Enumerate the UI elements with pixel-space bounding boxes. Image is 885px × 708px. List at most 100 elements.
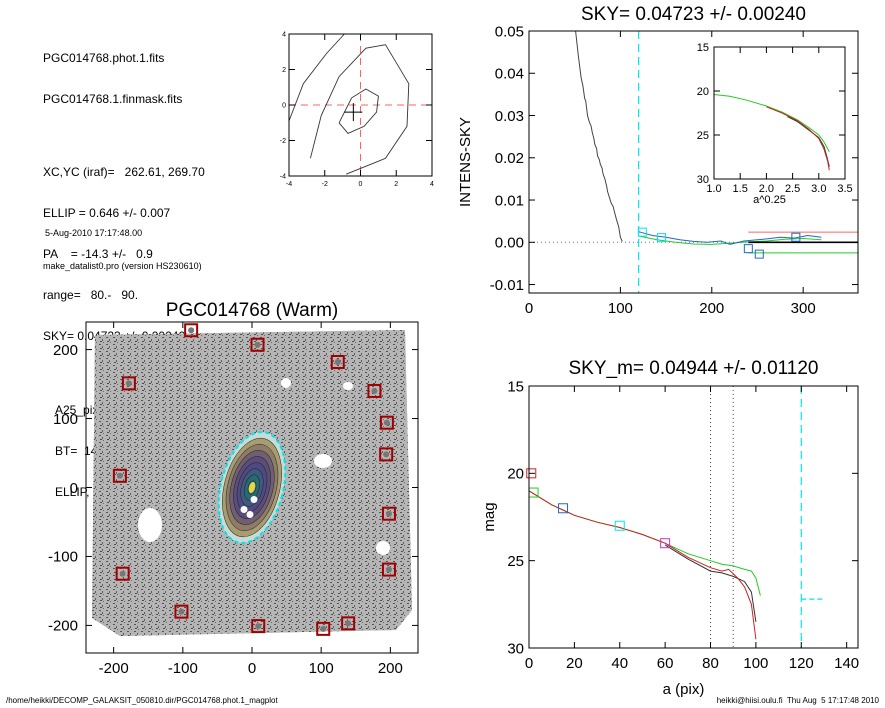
inset-x-tick-label: 1.0 [706, 183, 721, 195]
mag-plot-frame [528, 385, 859, 649]
mag-black-profile [664, 544, 757, 622]
center-y-tick-label: 0 [282, 102, 286, 109]
mag-marker-blue [558, 503, 569, 514]
info-range: range= 80.- 90. [43, 288, 139, 302]
mag-x-tick-label: 100 [743, 655, 768, 672]
inset-green-profile [713, 94, 830, 152]
mask-region-marker [316, 621, 331, 636]
masked-region [376, 541, 390, 555]
sky-marker-blue [754, 249, 764, 259]
masked-star [178, 608, 185, 615]
inset-y-tick-label: 25 [697, 130, 709, 142]
isophote-contour [288, 33, 345, 122]
inset-black-profile [787, 116, 830, 167]
mask-region-marker [381, 562, 396, 577]
masked-star [320, 625, 327, 632]
image-y-tick-label: -100 [48, 549, 78, 566]
image-x-tick-label: -200 [99, 660, 129, 677]
mag-x-tick-label: 60 [657, 655, 674, 672]
image-x-tick-label: 100 [309, 660, 334, 677]
mag-x-tick-label: 140 [834, 655, 859, 672]
mask-region-marker [330, 354, 345, 369]
sky-x-tick-label: 300 [791, 300, 816, 317]
sky-marker-blue [791, 232, 801, 242]
masked-star [383, 451, 390, 458]
masked-star [125, 380, 132, 387]
mag-plot-ylabel: mag [481, 502, 498, 531]
inset-frame [713, 46, 846, 180]
sky-y-tick-label: 0.05 [495, 23, 524, 40]
sky-y-tick-label: 0.02 [495, 150, 524, 167]
masked-star [240, 506, 248, 513]
center-y-tick-label: 4 [282, 31, 286, 38]
masked-star [188, 327, 195, 334]
sky-x-tick-label: 0 [525, 300, 533, 317]
info-date: 5-Aug-2010 17:17:48.00 [45, 228, 143, 238]
info-ellip: ELLIP = 0.646 +/- 0.007 [43, 206, 171, 220]
masked-star [254, 341, 261, 348]
image-y-tick-label: 0 [70, 480, 78, 497]
info-pa: PA = -14.3 +/- 0.9 [43, 247, 153, 261]
info-file1: PGC014768.phot.1.fits [43, 51, 165, 65]
center-y-tick-label: -4 [280, 173, 286, 180]
masked-region [281, 378, 291, 388]
masked-star [383, 419, 390, 426]
isophote-contour [338, 88, 379, 134]
sky-marker-cyan [637, 227, 647, 237]
image-x-tick-label: 200 [378, 660, 403, 677]
blue-profile [638, 231, 822, 245]
mask-region-marker [379, 447, 394, 462]
masked-star [371, 387, 378, 394]
center-y-tick-label: -2 [280, 138, 286, 145]
sky-marker-blue [743, 244, 753, 254]
inset-y-tick-label: 20 [697, 86, 709, 98]
mag-x-tick-label: 120 [789, 655, 814, 672]
image-y-tick-label: 200 [53, 342, 78, 359]
masked-star [334, 358, 341, 365]
inset-x-tick-label: 3.0 [811, 183, 826, 195]
sky-plot-ylabel: INTENS-SKY [457, 117, 474, 207]
image-x-tick-label: 0 [248, 660, 256, 677]
mag-x-tick-label: 20 [566, 655, 583, 672]
mask-region-marker [379, 415, 394, 430]
mag-x-tick-label: 80 [702, 655, 719, 672]
sky-plot-title: SKY= 0.04723 +/- 0.00240 [581, 4, 806, 25]
masked-star [385, 510, 392, 517]
mag-marker-red [526, 468, 537, 479]
inset-y-tick-label: 15 [697, 42, 709, 54]
mag-x-tick-label: 40 [611, 655, 628, 672]
sky-y-tick-label: 0.04 [495, 66, 524, 83]
mask-region-marker [381, 506, 396, 521]
mask-region-marker [184, 323, 199, 338]
mask-region-marker [341, 616, 356, 631]
inset-xlabel: a^0.25 [753, 194, 786, 206]
masked-star [345, 620, 352, 627]
image-title: PGC014768 (Warm) [166, 300, 338, 321]
inset-y-tick-label: 30 [697, 174, 709, 186]
mag-x-tick-label: 0 [525, 655, 533, 672]
center-x-tick-label: -2 [322, 181, 328, 188]
mask-region-marker [367, 383, 382, 398]
inset-x-tick-label: 2.5 [785, 183, 800, 195]
masked-region [343, 382, 353, 390]
inset-red-profile [766, 106, 830, 171]
inset-background [714, 47, 845, 179]
green-profile [638, 235, 822, 245]
image-y-tick-label: 100 [53, 411, 78, 428]
mag-plot-title: SKY_m= 0.04944 +/- 0.01120 [569, 358, 819, 379]
footer-user: heikki@hiisi.oulu.fi Thu Aug 5 17:17:48 … [716, 696, 879, 705]
mag-y-tick-label: 15 [507, 378, 524, 395]
mask-region-marker [121, 376, 136, 391]
info-meta: 5-Aug-2010 17:17:48.00 make_datalist0.pr… [43, 207, 202, 283]
masked-star [250, 496, 258, 503]
mag-plot-xlabel: a (pix) [663, 681, 705, 698]
sky-y-tick-label: 0.00 [495, 235, 524, 252]
sky-x-tick-label: 200 [699, 300, 724, 317]
intensity-profile [575, 30, 623, 242]
mask-region-marker [250, 337, 265, 352]
image-x-tick-label: -100 [168, 660, 198, 677]
inset-x-tick-label: 3.5 [837, 183, 852, 195]
mag-marker-magenta [660, 538, 671, 549]
sky-marker-cyan [657, 233, 667, 243]
